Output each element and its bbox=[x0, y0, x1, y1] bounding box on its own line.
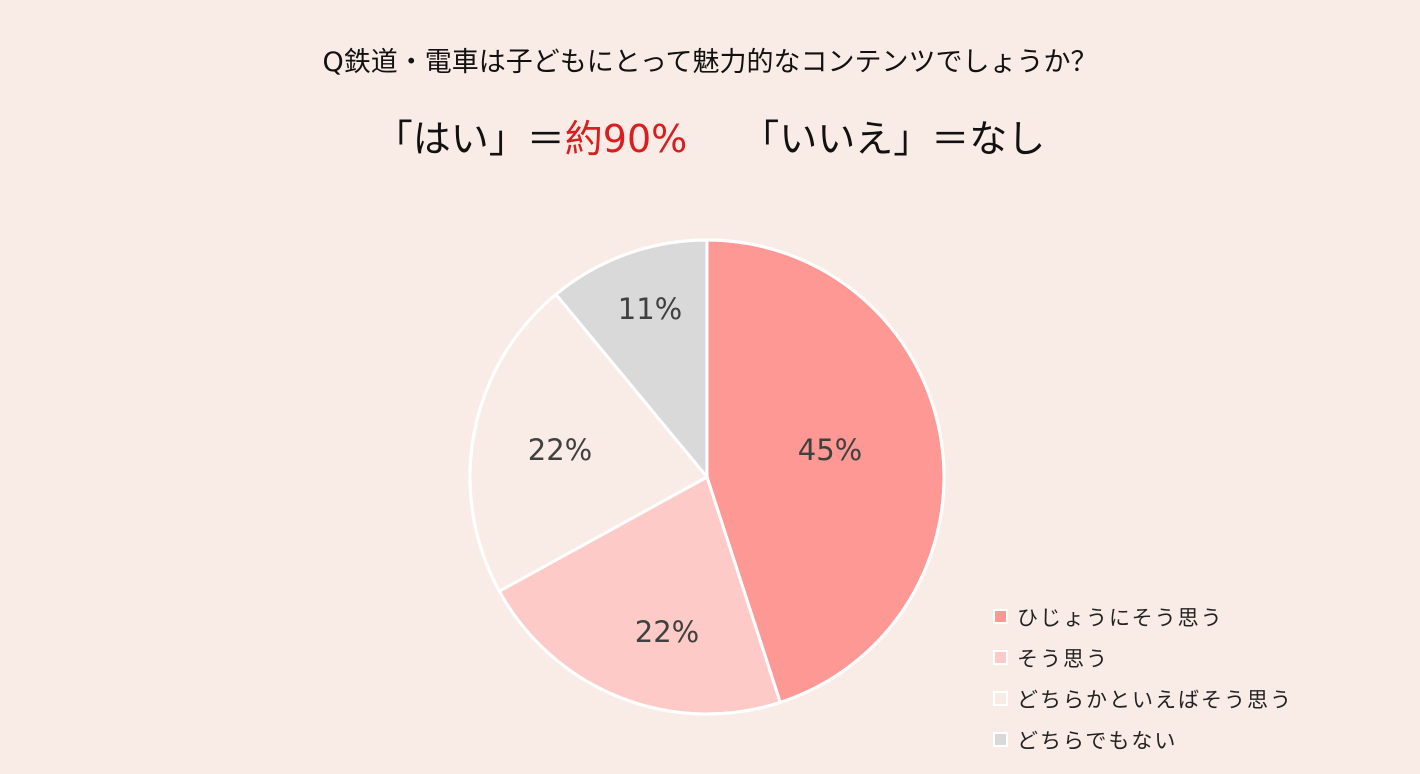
slice-percent-label: 11% bbox=[618, 292, 682, 326]
legend-item: どちらかといえばそう思う bbox=[993, 678, 1293, 719]
slice-percent-label: 45% bbox=[798, 433, 862, 467]
legend-item: ひじょうにそう思う bbox=[993, 596, 1293, 637]
slice-percent-label: 22% bbox=[528, 433, 592, 467]
legend-label: どちらかといえばそう思う bbox=[1017, 687, 1293, 712]
legend: ひじょうにそう思う そう思う どちらかといえばそう思う どちらでもない bbox=[993, 596, 1293, 760]
yes-value: 約90% bbox=[564, 117, 688, 161]
legend-label: そう思う bbox=[1017, 646, 1109, 671]
legend-swatch-icon bbox=[993, 609, 1008, 624]
no-label: 「いいえ」＝なし bbox=[741, 117, 1046, 161]
answer-summary: 「はい」＝約90% 「いいえ」＝なし bbox=[0, 108, 1420, 163]
legend-item: どちらでもない bbox=[993, 719, 1293, 760]
legend-label: どちらでもない bbox=[1017, 728, 1178, 753]
legend-label: ひじょうにそう思う bbox=[1017, 605, 1224, 630]
legend-item: そう思う bbox=[993, 637, 1293, 678]
yes-label: 「はい」＝ bbox=[374, 117, 565, 161]
slice-percent-label: 22% bbox=[635, 615, 699, 649]
legend-swatch-icon bbox=[993, 650, 1008, 665]
survey-question: Q鉄道・電車は子どもにとって魅力的なコンテンツでしょうか？ bbox=[322, 47, 1098, 78]
legend-swatch-icon bbox=[993, 691, 1008, 706]
legend-swatch-icon bbox=[993, 732, 1008, 747]
